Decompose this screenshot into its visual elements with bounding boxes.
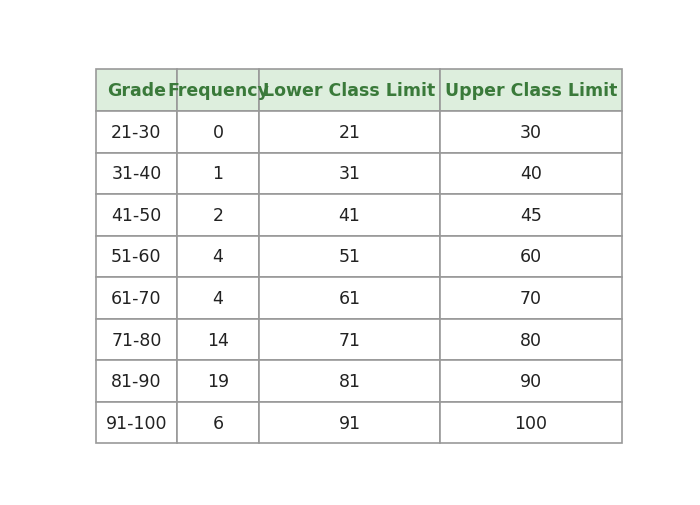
Bar	[177, 70, 259, 112]
Bar	[177, 402, 259, 443]
Bar	[177, 361, 259, 402]
Text: 31: 31	[339, 165, 361, 183]
Text: 1: 1	[213, 165, 223, 183]
Bar	[177, 278, 259, 319]
Bar	[177, 154, 259, 195]
Bar	[259, 319, 440, 361]
Text: 70: 70	[520, 289, 542, 308]
Text: 41-50: 41-50	[111, 207, 162, 225]
Bar	[440, 361, 622, 402]
Text: Grade: Grade	[107, 82, 166, 100]
Text: 90: 90	[520, 372, 542, 390]
Text: 81: 81	[339, 372, 361, 390]
Bar	[259, 278, 440, 319]
Text: 81-90: 81-90	[111, 372, 162, 390]
Bar	[440, 70, 622, 112]
Text: 51: 51	[339, 248, 361, 266]
Bar	[259, 112, 440, 154]
Text: 2: 2	[213, 207, 223, 225]
Text: 45: 45	[520, 207, 542, 225]
Bar	[440, 402, 622, 443]
Bar	[259, 236, 440, 278]
Bar	[177, 319, 259, 361]
Bar	[440, 154, 622, 195]
Text: 21-30: 21-30	[111, 124, 162, 141]
Text: 91: 91	[339, 414, 361, 432]
Text: 51-60: 51-60	[111, 248, 162, 266]
Text: 71-80: 71-80	[111, 331, 162, 349]
Bar	[96, 195, 177, 236]
Text: 40: 40	[520, 165, 542, 183]
Bar	[440, 319, 622, 361]
Bar	[96, 319, 177, 361]
Bar	[440, 195, 622, 236]
Bar	[440, 236, 622, 278]
Text: 31-40: 31-40	[111, 165, 162, 183]
Bar	[259, 154, 440, 195]
Text: 14: 14	[207, 331, 229, 349]
Bar	[96, 278, 177, 319]
Text: 100: 100	[514, 414, 547, 432]
Text: 19: 19	[207, 372, 229, 390]
Bar	[259, 70, 440, 112]
Text: 80: 80	[520, 331, 542, 349]
Bar	[177, 112, 259, 154]
Bar	[177, 195, 259, 236]
Bar	[440, 278, 622, 319]
Bar	[96, 112, 177, 154]
Text: Lower Class Limit: Lower Class Limit	[263, 82, 435, 100]
Text: 4: 4	[213, 248, 223, 266]
Text: 61-70: 61-70	[111, 289, 162, 308]
Text: 91-100: 91-100	[106, 414, 167, 432]
Bar	[177, 236, 259, 278]
Text: 0: 0	[213, 124, 223, 141]
Text: 71: 71	[339, 331, 361, 349]
Text: 61: 61	[339, 289, 361, 308]
Text: 60: 60	[520, 248, 542, 266]
Text: 21: 21	[339, 124, 361, 141]
Bar	[96, 361, 177, 402]
Bar	[96, 402, 177, 443]
Bar	[96, 236, 177, 278]
Text: Frequency: Frequency	[167, 82, 269, 100]
Bar	[259, 195, 440, 236]
Text: 30: 30	[520, 124, 542, 141]
Text: Upper Class Limit: Upper Class Limit	[445, 82, 617, 100]
Bar	[96, 70, 177, 112]
Bar	[259, 361, 440, 402]
Text: 6: 6	[212, 414, 223, 432]
Text: 4: 4	[213, 289, 223, 308]
Bar	[259, 402, 440, 443]
Text: 41: 41	[339, 207, 361, 225]
Bar	[96, 154, 177, 195]
Bar	[440, 112, 622, 154]
